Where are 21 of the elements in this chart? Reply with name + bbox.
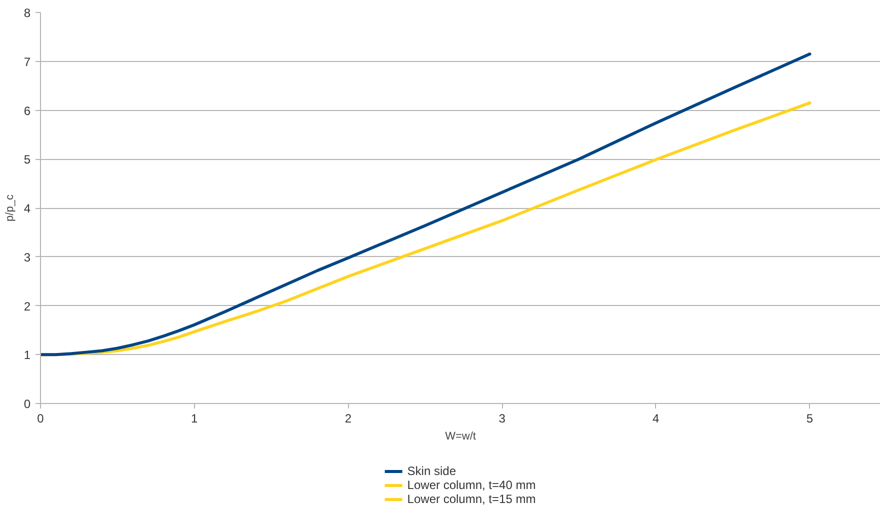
- y-tick-label: 3: [24, 250, 31, 264]
- legend-label: Lower column, t=15 mm: [407, 492, 536, 506]
- y-tick-label: 0: [24, 397, 31, 411]
- x-tick-label: 0: [37, 412, 44, 426]
- y-tick-label: 6: [24, 104, 31, 118]
- x-tick-label: 1: [191, 412, 198, 426]
- y-tick-label: 4: [24, 202, 31, 216]
- legend-label: Lower column, t=40 mm: [407, 478, 536, 492]
- legend-label: Skin side: [407, 464, 456, 478]
- y-tick-label: 2: [24, 299, 31, 314]
- y-tick-label: 5: [24, 152, 31, 167]
- line-series: [40, 52, 812, 356]
- y-tick-label: 8: [24, 6, 31, 20]
- y-tick-label: 7: [24, 54, 31, 69]
- x-tick-label: 4: [652, 412, 660, 426]
- y-tick-label: 1: [24, 348, 31, 362]
- x-tick-label: 3: [498, 412, 506, 426]
- x-tick-label: 5: [806, 412, 814, 426]
- x-axis-title: W=w/t: [445, 430, 476, 442]
- x-tick-label: 2: [344, 412, 352, 426]
- y-axis-title: p/p_c: [4, 194, 16, 222]
